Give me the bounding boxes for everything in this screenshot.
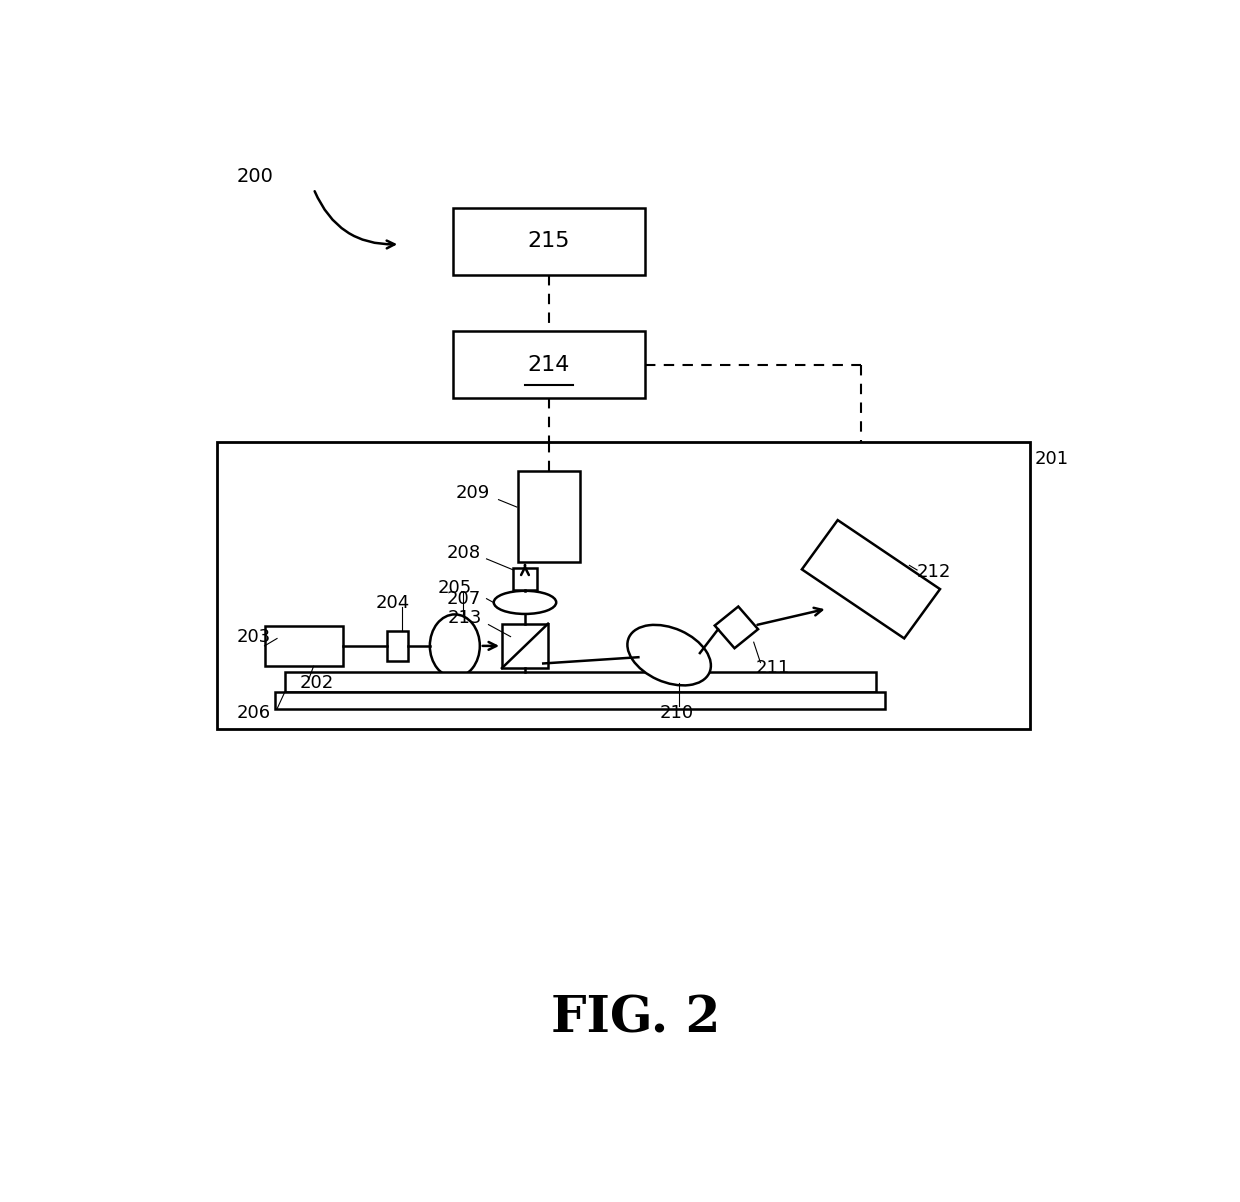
Text: 214: 214: [528, 355, 570, 375]
Text: FIG. 2: FIG. 2: [551, 994, 720, 1043]
Text: 210: 210: [660, 703, 693, 721]
Text: 213: 213: [448, 609, 482, 627]
Text: 202: 202: [299, 674, 334, 692]
Text: 206: 206: [237, 703, 270, 721]
Text: 205: 205: [438, 579, 471, 597]
Bar: [502, 624, 548, 668]
Bar: [513, 569, 537, 590]
Bar: [518, 471, 580, 561]
Bar: [453, 332, 645, 398]
Bar: [275, 692, 885, 709]
Bar: [217, 442, 1029, 730]
Ellipse shape: [494, 591, 557, 614]
Text: 207: 207: [446, 590, 480, 608]
Text: 201: 201: [1034, 450, 1069, 468]
Text: 204: 204: [376, 594, 410, 612]
Bar: [285, 672, 875, 692]
Text: 200: 200: [237, 167, 274, 186]
Polygon shape: [714, 607, 758, 648]
Text: 211: 211: [755, 659, 790, 677]
Text: 203: 203: [237, 627, 270, 645]
FancyArrowPatch shape: [315, 191, 394, 249]
Polygon shape: [802, 520, 940, 638]
Text: 215: 215: [528, 232, 570, 251]
Ellipse shape: [627, 625, 711, 685]
Text: 209: 209: [455, 484, 490, 502]
Bar: [387, 631, 408, 661]
Bar: [264, 625, 343, 666]
Ellipse shape: [430, 614, 480, 678]
Text: 208: 208: [446, 545, 480, 563]
Bar: [453, 208, 645, 275]
Text: 212: 212: [918, 563, 951, 581]
